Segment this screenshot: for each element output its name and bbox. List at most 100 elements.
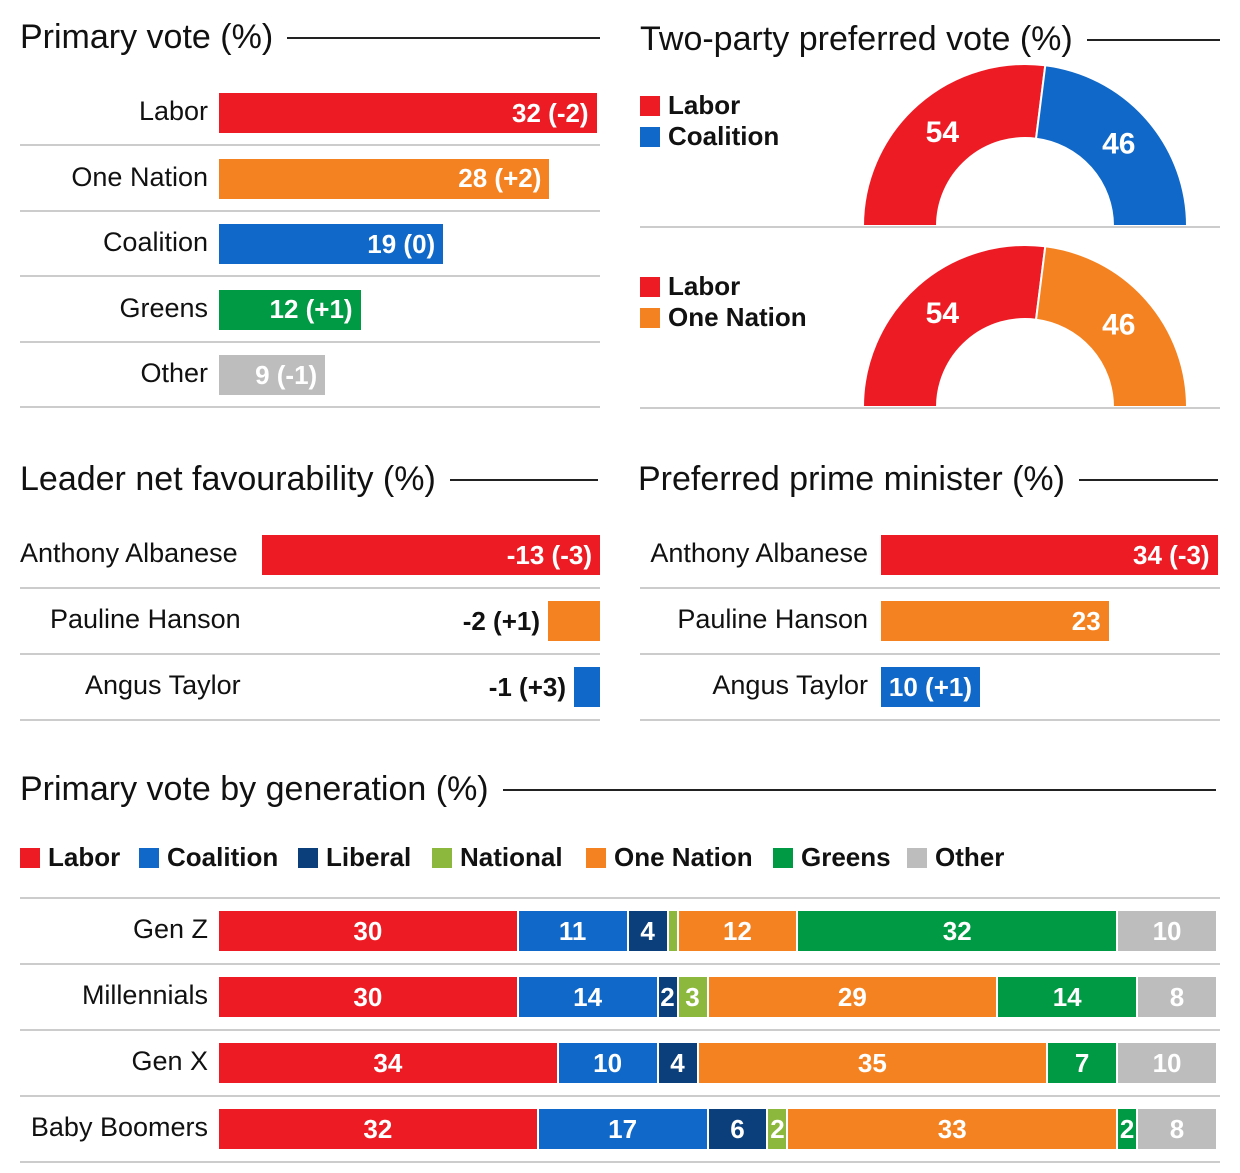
donut-slice bbox=[1034, 64, 1189, 227]
legend-swatch bbox=[773, 847, 793, 868]
divider bbox=[20, 275, 600, 277]
category-label: Gen Z bbox=[132, 914, 208, 944]
divider bbox=[20, 719, 600, 721]
bar: -13 (-3) bbox=[262, 535, 600, 575]
legend-swatch bbox=[640, 276, 660, 297]
stacked-segment: 32 bbox=[219, 1109, 537, 1149]
legend-swatch bbox=[640, 95, 660, 116]
legend-item: Coalition bbox=[640, 121, 779, 152]
legend-label: Labor bbox=[668, 271, 741, 301]
title-rule bbox=[287, 36, 600, 39]
stacked-segment: 3 bbox=[678, 977, 707, 1017]
stacked-segment: 33 bbox=[788, 1109, 1117, 1149]
category-label: Gen X bbox=[131, 1046, 208, 1076]
category-label: Anthony Albanese bbox=[650, 538, 868, 568]
bar bbox=[548, 601, 600, 641]
stacked-segment: 4 bbox=[658, 1043, 697, 1083]
divider bbox=[640, 653, 1220, 655]
title-text: Preferred prime minister (%) bbox=[638, 460, 1065, 498]
legend-label: Coalition bbox=[668, 121, 780, 151]
legend-item: One Nation bbox=[640, 302, 807, 333]
slice-label: 46 bbox=[1102, 308, 1135, 341]
bar: 34 (-3) bbox=[881, 535, 1218, 575]
legend-label: Greens bbox=[801, 842, 891, 872]
stacked-segment: 7 bbox=[1048, 1043, 1117, 1083]
bar: 19 (0) bbox=[219, 224, 444, 264]
slice-label: 54 bbox=[926, 116, 960, 149]
bar: 23 bbox=[881, 601, 1109, 641]
legend-item: Labor bbox=[640, 90, 740, 121]
donut-slice bbox=[861, 244, 1047, 408]
legend-label: One Nation bbox=[668, 302, 807, 332]
category-label: Pauline Hanson bbox=[50, 604, 241, 634]
bar bbox=[574, 667, 600, 707]
category-label: Greens bbox=[119, 292, 208, 323]
stacked-segment: 30 bbox=[219, 911, 517, 951]
title-text: Two-party preferred vote (%) bbox=[640, 20, 1073, 58]
legend-label: Labor bbox=[668, 90, 741, 120]
donut-slice bbox=[1034, 245, 1189, 408]
legend-item: Liberal bbox=[298, 842, 411, 873]
legend-label: Labor bbox=[48, 842, 121, 872]
bar-value-label: -2 (+1) bbox=[462, 606, 540, 636]
legend-label: Coalition bbox=[167, 842, 279, 872]
category-label: Baby Boomers bbox=[30, 1112, 208, 1142]
stacked-segment: 14 bbox=[518, 977, 657, 1017]
legend-label: National bbox=[460, 842, 563, 872]
section-title: Primary vote (%) bbox=[20, 18, 600, 57]
divider bbox=[20, 897, 1220, 899]
legend-item: Other bbox=[907, 842, 1004, 873]
divider bbox=[20, 1095, 1220, 1097]
divider bbox=[20, 144, 600, 146]
stacked-segment: 11 bbox=[518, 911, 627, 951]
category-label: Millennials bbox=[81, 980, 208, 1010]
title-rule bbox=[1086, 38, 1220, 41]
stacked-segment: 2 bbox=[1118, 1109, 1137, 1149]
bar: 28 (+2) bbox=[219, 158, 550, 199]
stacked-segment: 6 bbox=[708, 1109, 767, 1149]
stacked-segment: 8 bbox=[1138, 977, 1216, 1017]
legend-swatch bbox=[586, 847, 606, 868]
title-text: Primary vote (%) bbox=[20, 18, 274, 56]
stacked-segment: 10 bbox=[1118, 911, 1216, 951]
divider bbox=[20, 653, 600, 655]
title-text: Leader net favourability (%) bbox=[20, 460, 436, 498]
category-label: Labor bbox=[138, 96, 208, 126]
stacked-segment: 14 bbox=[998, 977, 1137, 1017]
stacked-segment: 8 bbox=[1138, 1109, 1216, 1149]
legend-swatch bbox=[139, 847, 159, 868]
stacked-segment: 10 bbox=[558, 1043, 657, 1083]
category-label: Other bbox=[140, 358, 208, 388]
slice-label: 54 bbox=[926, 297, 960, 330]
legend-swatch bbox=[640, 126, 660, 147]
section-title: Leader net favourability (%) bbox=[20, 460, 598, 499]
title-text: Primary vote by generation (%) bbox=[20, 770, 489, 808]
category-label: Pauline Hanson bbox=[677, 604, 868, 634]
stacked-segment: 4 bbox=[628, 911, 667, 951]
divider bbox=[20, 1161, 1220, 1163]
divider bbox=[20, 1029, 1220, 1031]
donut-slice bbox=[861, 63, 1047, 227]
legend-swatch bbox=[20, 847, 40, 868]
legend-item: National bbox=[432, 842, 563, 873]
slice-label: 46 bbox=[1102, 127, 1135, 160]
stacked-segment: 12 bbox=[678, 911, 797, 951]
title-rule bbox=[502, 788, 1216, 791]
legend-label: One Nation bbox=[614, 842, 753, 872]
stacked-segment: 34 bbox=[219, 1043, 557, 1083]
legend-swatch bbox=[432, 847, 452, 868]
category-label: One Nation bbox=[71, 161, 208, 192]
category-label: Anthony Albanese bbox=[20, 538, 238, 568]
bar: 12 (+1) bbox=[219, 289, 361, 330]
title-rule bbox=[1078, 478, 1218, 481]
legend-label: Other bbox=[935, 842, 1005, 872]
category-label: Angus Taylor bbox=[85, 670, 241, 700]
section-title: Preferred prime minister (%) bbox=[638, 460, 1218, 499]
half-donut: 54 46 bbox=[861, 63, 1189, 227]
stacked-segment: 29 bbox=[708, 977, 997, 1017]
legend-swatch bbox=[640, 307, 660, 328]
category-label: Coalition bbox=[102, 227, 208, 257]
legend-item: Coalition bbox=[139, 842, 278, 873]
divider bbox=[640, 407, 1220, 409]
